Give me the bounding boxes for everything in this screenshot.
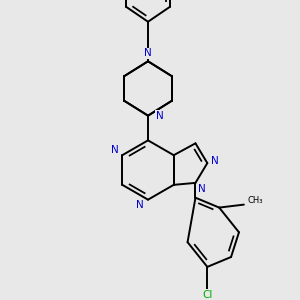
Text: N: N xyxy=(110,145,118,155)
Text: CH₃: CH₃ xyxy=(248,196,263,205)
Text: N: N xyxy=(136,200,144,210)
Text: Cl: Cl xyxy=(202,290,212,300)
Text: N: N xyxy=(212,156,219,166)
Text: N: N xyxy=(144,48,152,59)
Text: N: N xyxy=(156,111,164,121)
Text: N: N xyxy=(197,184,205,194)
